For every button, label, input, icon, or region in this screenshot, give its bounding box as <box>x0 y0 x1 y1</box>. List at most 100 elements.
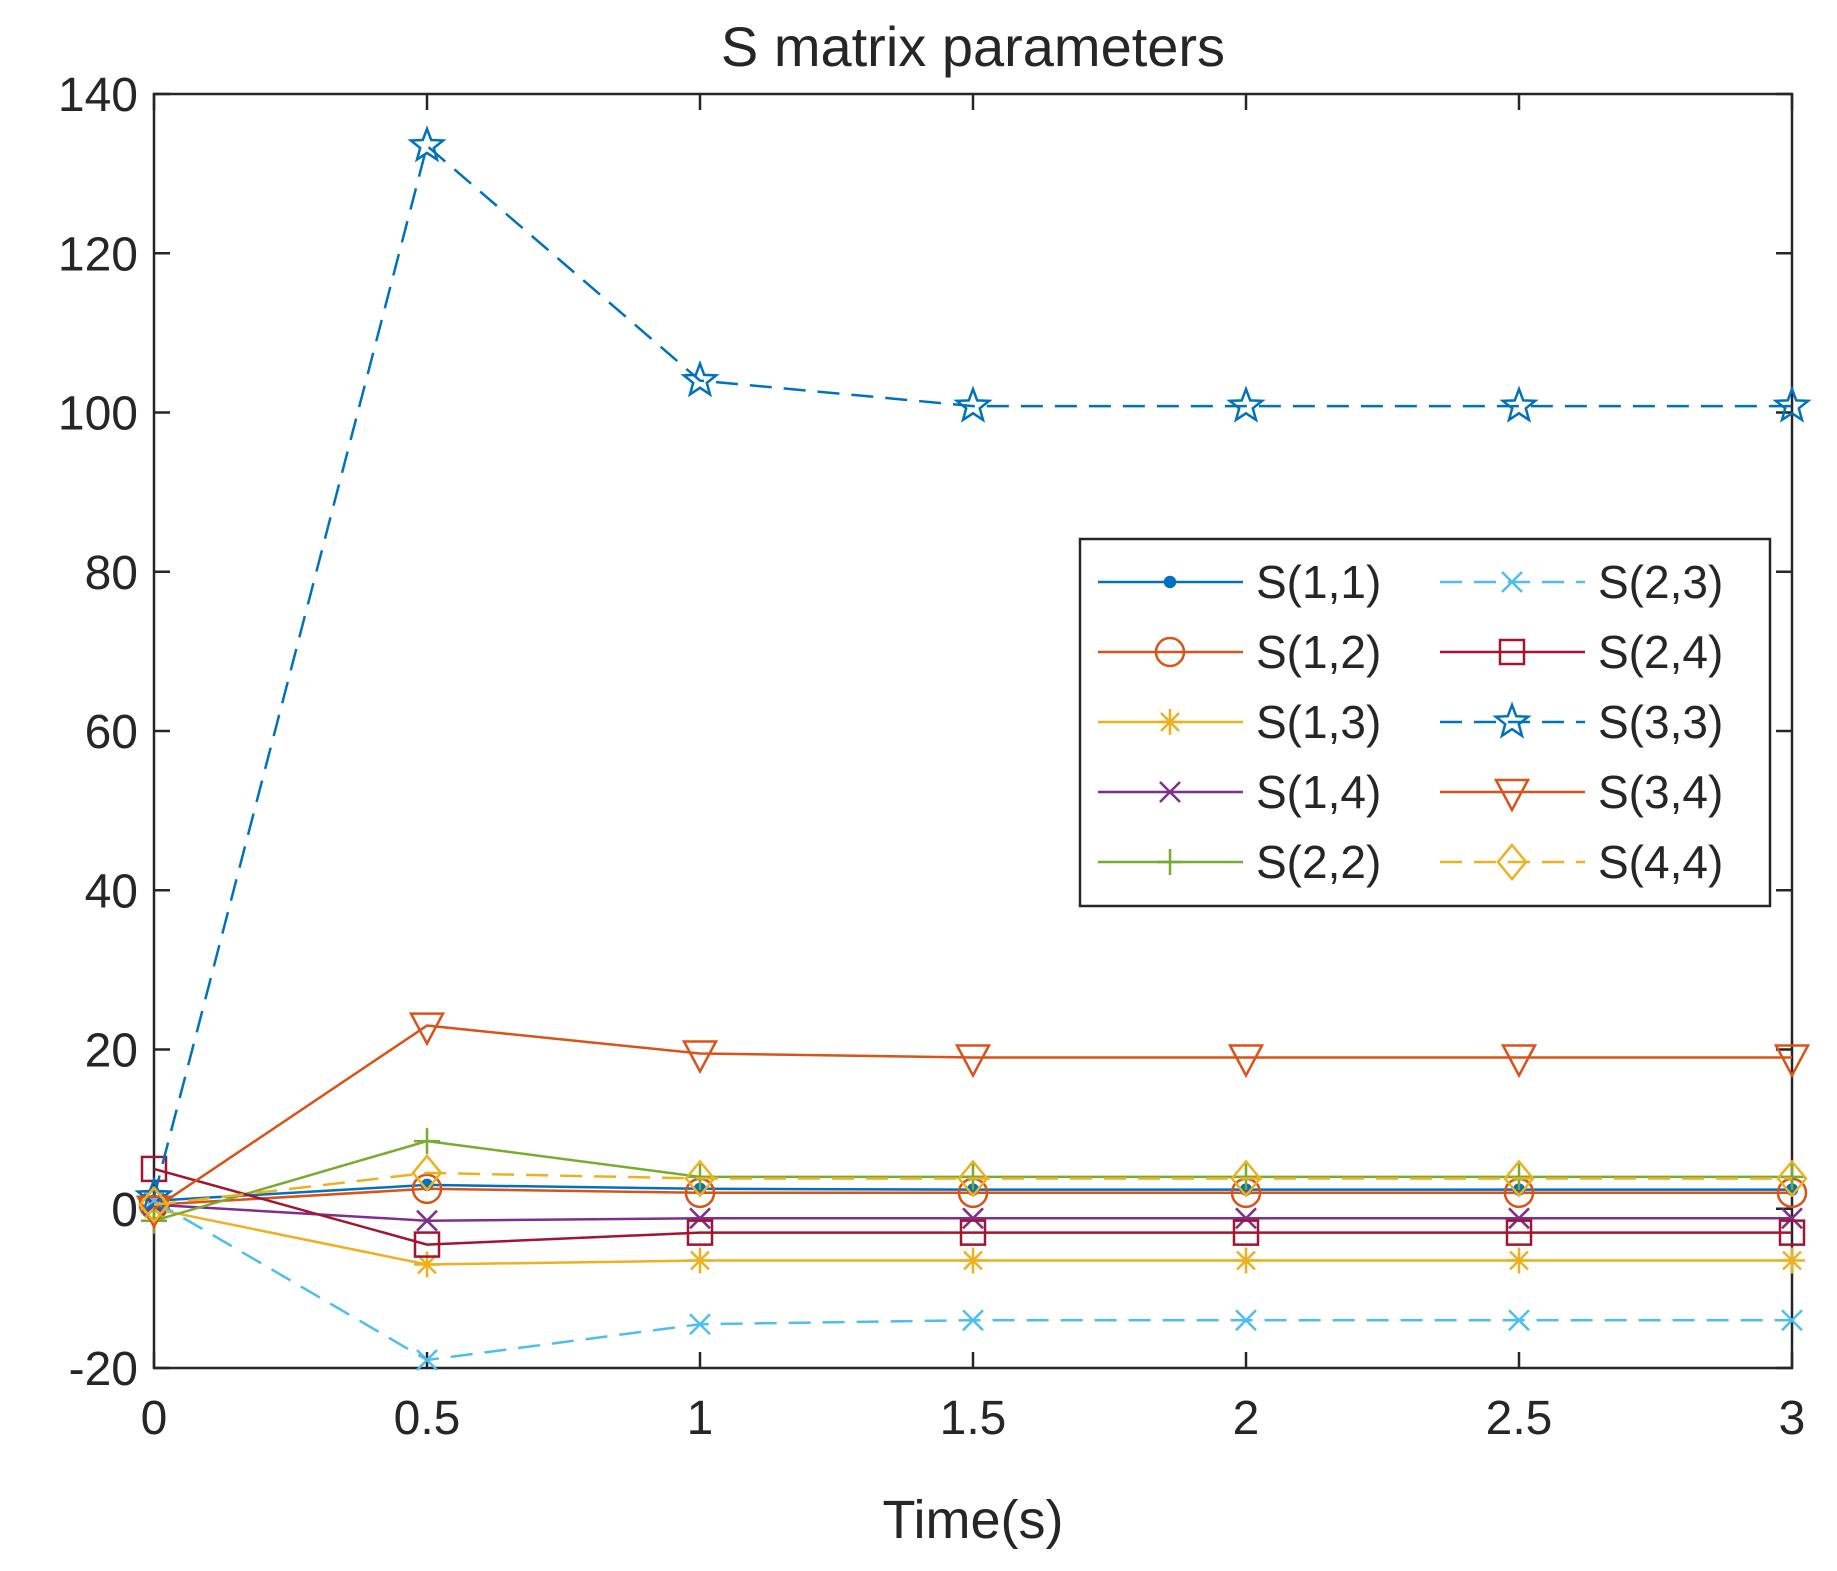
legend-item: S(2,2) <box>1098 836 1381 888</box>
legend-item: S(2,4) <box>1440 626 1723 678</box>
data-point-marker <box>954 1044 992 1079</box>
data-point-marker <box>1508 1309 1530 1332</box>
data-point-marker <box>959 1219 987 1246</box>
legend-label: S(1,1) <box>1256 556 1381 608</box>
data-point-marker <box>1235 1309 1257 1332</box>
y-tick-label: 40 <box>85 865 138 918</box>
legend-swatch-marker <box>1159 781 1181 803</box>
y-tick-label: -20 <box>69 1343 138 1396</box>
data-point-marker <box>1232 1219 1260 1246</box>
x-tick-label: 0.5 <box>394 1392 461 1445</box>
data-point-marker <box>681 1040 719 1075</box>
legend-item: S(3,3) <box>1440 696 1723 748</box>
data-point-marker <box>138 1185 170 1224</box>
legend-item: S(1,4) <box>1098 766 1381 818</box>
series-S(1,4) <box>143 1193 1803 1232</box>
series-S(2,3) <box>143 1189 1803 1371</box>
legend-label: S(4,4) <box>1598 836 1723 888</box>
x-tick-label: 1 <box>687 1392 714 1445</box>
data-point-marker <box>414 1251 440 1278</box>
y-tick-label: 20 <box>85 1025 138 1078</box>
y-tick-label: 0 <box>111 1184 138 1237</box>
legend-swatch-marker <box>1493 778 1531 813</box>
legend-label: S(3,3) <box>1598 696 1723 748</box>
data-point-marker <box>411 1153 443 1192</box>
legend-label: S(3,4) <box>1598 766 1723 818</box>
data-point-marker <box>962 1207 984 1230</box>
data-point-marker <box>416 1349 438 1371</box>
legend-item: S(1,3) <box>1098 696 1381 748</box>
data-point-marker <box>1235 1207 1257 1230</box>
series-line <box>153 1024 1792 1210</box>
plot-series <box>134 125 1812 1371</box>
series-line <box>153 1171 1792 1207</box>
legend-item: S(3,4) <box>1440 766 1723 818</box>
data-point-marker <box>1226 385 1266 423</box>
y-axis-ticks: -20 0 20 40 60 80 100 120 140 <box>58 69 1792 1396</box>
legend-swatch-marker <box>1157 849 1183 875</box>
legend-label: S(2,4) <box>1598 626 1723 678</box>
data-point-marker <box>687 1163 713 1190</box>
chart-title: S matrix parameters <box>721 15 1225 78</box>
data-point-marker <box>689 1313 711 1336</box>
legend-swatch-marker <box>1157 709 1183 735</box>
legend-swatch-marker <box>1501 571 1523 593</box>
y-tick-label: 100 <box>58 388 138 441</box>
data-point-marker <box>1779 1163 1805 1190</box>
x-tick-label: 2 <box>1233 1392 1260 1445</box>
data-point-marker <box>1500 1044 1538 1079</box>
y-tick-label: 120 <box>58 228 138 281</box>
legend-swatch-marker <box>1163 575 1177 589</box>
legend-label: S(2,2) <box>1256 836 1381 888</box>
data-point-marker <box>960 1163 986 1190</box>
data-point-marker <box>1506 1247 1532 1274</box>
data-point-marker <box>416 1209 438 1232</box>
data-point-marker <box>407 125 447 163</box>
data-point-marker <box>960 1247 986 1274</box>
data-point-marker <box>689 1207 711 1230</box>
data-point-marker <box>1781 1207 1803 1230</box>
y-tick-label: 60 <box>85 706 138 759</box>
data-point-marker <box>1233 1163 1259 1190</box>
data-point-marker <box>1508 1207 1530 1230</box>
legend-item: S(1,2) <box>1098 626 1381 678</box>
x-tick-label: 0 <box>141 1392 168 1445</box>
legend-swatch-marker <box>1498 638 1526 666</box>
series-S(2,2) <box>141 1128 1805 1234</box>
data-point-marker <box>957 1159 989 1198</box>
legend-item: S(2,3) <box>1440 556 1723 608</box>
data-point-marker <box>1506 1163 1532 1190</box>
data-point-marker <box>408 1012 446 1047</box>
data-point-marker <box>1499 385 1539 423</box>
data-point-marker <box>686 1219 714 1246</box>
legend-label: S(1,2) <box>1256 626 1381 678</box>
data-point-marker <box>680 360 720 398</box>
series-S(4,4) <box>138 1153 1808 1224</box>
series-S(2,4) <box>140 1155 1806 1258</box>
data-point-marker <box>1779 1247 1805 1274</box>
data-point-marker <box>1772 385 1812 423</box>
data-point-marker <box>1773 1044 1811 1079</box>
series-S(3,4) <box>135 1012 1811 1230</box>
series-line <box>153 1199 1792 1362</box>
legend-label: S(1,3) <box>1256 696 1381 748</box>
legend-label: S(1,4) <box>1256 766 1381 818</box>
legend-item: S(4,4) <box>1440 836 1723 888</box>
legend-item: S(1,1) <box>1098 556 1381 608</box>
x-tick-label: 3 <box>1779 1392 1806 1445</box>
legend-label: S(2,3) <box>1598 556 1723 608</box>
data-point-marker <box>684 1159 716 1198</box>
y-tick-label: 140 <box>58 69 138 122</box>
legend-swatch-marker <box>1154 636 1186 668</box>
x-axis-title: Time(s) <box>883 1490 1064 1550</box>
data-point-marker <box>687 1247 713 1274</box>
data-point-marker <box>413 1231 441 1258</box>
series-line <box>152 143 1792 1198</box>
data-point-marker <box>1230 1159 1262 1198</box>
data-point-marker <box>411 1173 443 1205</box>
legend-swatch-marker <box>1496 843 1528 881</box>
legend-swatch-marker <box>1492 701 1532 739</box>
x-tick-label: 1.5 <box>940 1392 1007 1445</box>
data-point-marker <box>1233 1247 1259 1274</box>
